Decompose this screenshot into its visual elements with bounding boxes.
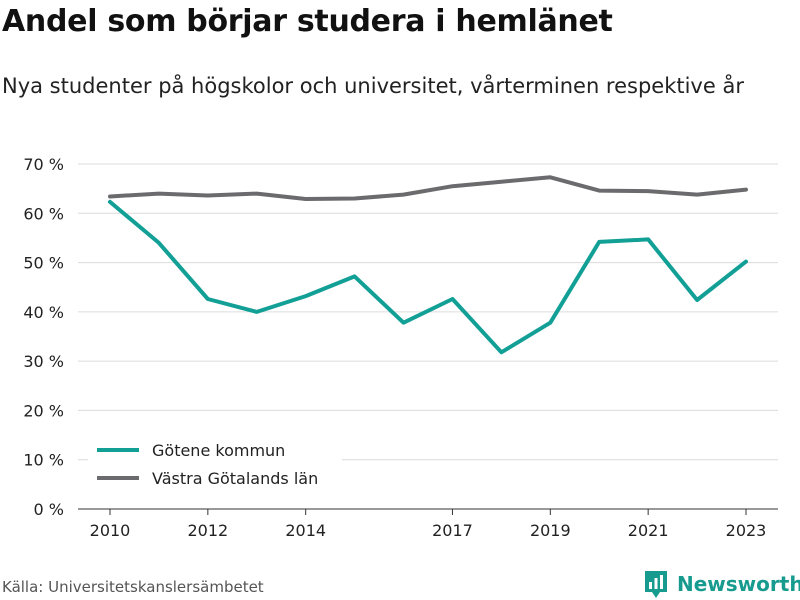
chart-subtitle: Nya studenter på högskolor och universit… <box>2 74 744 98</box>
source-note: Källa: Universitetskanslersämbetet <box>2 578 264 596</box>
y-tick-label: 20 % <box>23 401 64 420</box>
y-tick-label: 10 % <box>23 451 64 470</box>
brand-logo: Newsworthy <box>643 568 800 600</box>
x-tick-label: 2017 <box>432 521 473 540</box>
x-tick-label: 2021 <box>628 521 669 540</box>
chart-title: Andel som börjar studera i hemlänet <box>2 4 613 39</box>
y-tick-label: 30 % <box>23 352 64 371</box>
line-chart: 0 % 10 % 20 % 30 % 40 % 50 % 60 % 70 % 2010 2012 2… <box>23 155 778 540</box>
legend-box <box>88 436 342 493</box>
x-tick-label: 2010 <box>90 521 131 540</box>
x-tick-label: 2023 <box>726 521 767 540</box>
y-tick-label: 0 % <box>34 500 64 519</box>
x-tick-label: 2019 <box>530 521 571 540</box>
brand-name: Newsworthy <box>677 572 800 596</box>
x-tick-label: 2012 <box>187 521 228 540</box>
y-tick-label: 40 % <box>23 303 64 322</box>
series-line-2 <box>108 175 748 201</box>
x-tick-label: 2014 <box>285 521 326 540</box>
legend-label: Götene kommun <box>152 441 285 460</box>
y-tick-label: 70 % <box>23 155 64 174</box>
y-tick-label: 60 % <box>23 204 64 223</box>
series-line-1 <box>108 199 748 355</box>
y-tick-label: 50 % <box>23 254 64 273</box>
bar-chart-pin-icon <box>645 571 667 598</box>
legend-label: Västra Götalands län <box>152 469 318 488</box>
